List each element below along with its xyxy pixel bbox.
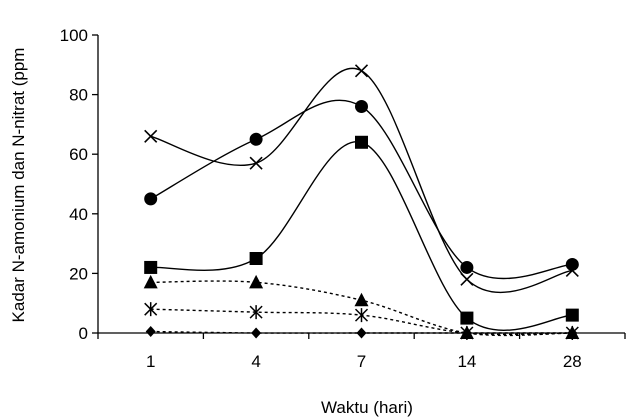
marker-triangle [143, 274, 158, 289]
y-tick-label: 60 [69, 145, 88, 164]
marker-circle [249, 132, 263, 146]
y-axis-title: Kadar N-amonium dan N-nitrat (ppm [9, 48, 28, 323]
marker-circle [460, 260, 474, 274]
marker-asterisk [354, 308, 369, 323]
marker-diamond [356, 327, 367, 339]
marker-x [460, 272, 474, 286]
x-axis-title: Waktu (hari) [321, 398, 413, 417]
marker-square [565, 308, 579, 322]
marker-circle [144, 192, 158, 206]
marker-x [144, 129, 158, 143]
y-tick-label: 80 [69, 86, 88, 105]
y-tick-label: 100 [60, 26, 88, 45]
x-tick-label: 14 [457, 352, 476, 371]
marker-square [460, 311, 474, 325]
marker-circle [355, 100, 368, 114]
marker-asterisk [249, 305, 263, 320]
x-tick-label: 28 [563, 352, 582, 371]
marker-circle [565, 257, 579, 271]
series-line-circle [150, 99, 573, 280]
marker-square [144, 260, 158, 274]
marker-square [355, 135, 368, 149]
markers-layer [143, 64, 580, 340]
marker-x [354, 64, 369, 78]
marker-diamond [251, 327, 262, 339]
x-tick-label: 7 [357, 352, 366, 371]
marker-asterisk [144, 302, 158, 317]
marker-diamond [567, 327, 578, 339]
marker-square [249, 252, 263, 265]
y-tick-label: 40 [69, 205, 88, 224]
marker-x [249, 156, 263, 170]
marker-triangle [354, 292, 369, 307]
marker-diamond [145, 326, 156, 338]
y-tick-label: 20 [69, 264, 88, 283]
x-tick-label: 4 [251, 352, 260, 371]
y-tick-label: 0 [79, 324, 88, 343]
marker-diamond [461, 327, 472, 339]
x-tick-label: 1 [146, 352, 155, 371]
marker-triangle [249, 274, 264, 289]
